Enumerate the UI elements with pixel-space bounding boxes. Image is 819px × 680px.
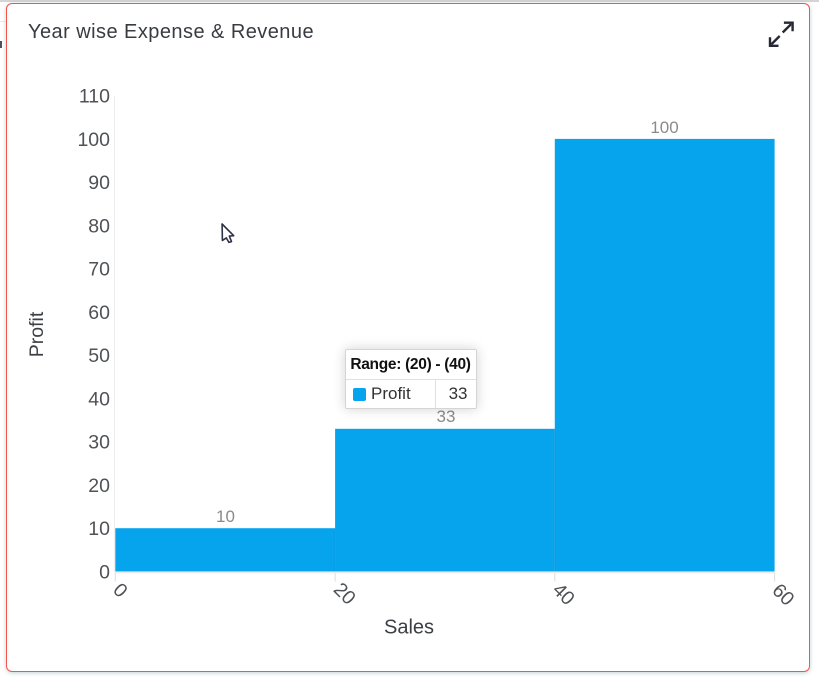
svg-text:0: 0 [108, 579, 131, 602]
svg-text:10: 10 [88, 518, 110, 540]
svg-text:Sales: Sales [384, 617, 434, 639]
svg-text:110: 110 [79, 86, 110, 108]
svg-text:50: 50 [88, 345, 110, 367]
svg-text:0: 0 [99, 561, 110, 583]
svg-text:20: 20 [329, 578, 360, 609]
svg-text:40: 40 [548, 579, 579, 610]
svg-text:30: 30 [88, 432, 110, 454]
svg-text:100: 100 [650, 118, 678, 137]
svg-text:90: 90 [88, 172, 110, 194]
svg-text:10: 10 [216, 507, 235, 526]
svg-text:Profit: Profit [26, 311, 48, 357]
svg-text:20: 20 [88, 475, 110, 497]
svg-text:60: 60 [768, 579, 799, 610]
svg-text:80: 80 [88, 215, 110, 237]
svg-text:33: 33 [437, 407, 456, 426]
svg-text:100: 100 [77, 129, 110, 151]
svg-text:60: 60 [88, 302, 110, 324]
svg-text:70: 70 [88, 259, 110, 281]
svg-text:40: 40 [88, 388, 110, 410]
